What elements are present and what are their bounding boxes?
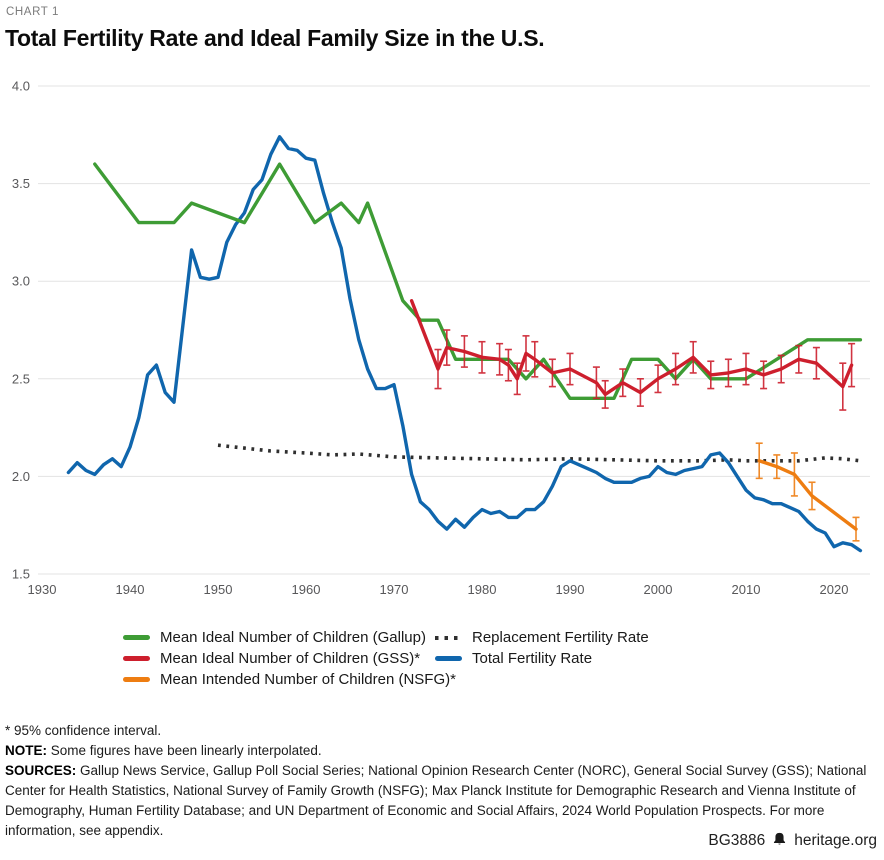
gss-line [409,299,854,397]
legend-label-tfr: Total Fertility Rate [472,650,593,667]
tfr-line-swatch-icon [435,656,462,661]
y-axis-tick-label: 1.5 [12,567,30,582]
legend-item-gss: Mean Ideal Number of Children (GSS)* [123,648,456,669]
nsfg-error-bar [790,452,798,497]
x-axis-tick-label: 1930 [28,582,57,597]
nsfg-error-bar [755,442,763,480]
heritage-bell-icon [772,831,787,851]
gss-error-bar [689,340,697,374]
gss-error-bar [566,352,574,386]
gss-error-bar [443,329,451,366]
gss-error-bar [724,358,732,388]
gss-error-bar [848,342,856,388]
gss-error-bar [496,342,504,376]
x-axis-tick-label: 2010 [732,582,761,597]
chart-legend-column-2: Replacement Fertility Rate Total Fertili… [435,627,649,669]
x-axis-tick-label: 1990 [556,582,585,597]
legend-item-nsfg: Mean Intended Number of Children (NSFG)* [123,669,456,690]
x-axis-tick-label: 1980 [468,582,497,597]
gallup-line [93,162,863,400]
gss-error-bar [672,352,680,386]
x-axis-tick-label: 1950 [204,582,233,597]
gss-error-bar [478,340,486,374]
gss-error-bar [531,340,539,378]
replacement-line-swatch-icon [435,635,462,640]
sources-text: Gallup News Service, Gallup Poll Social … [5,763,867,838]
y-axis-tick-label: 2.0 [12,469,30,484]
gss-error-bar [654,364,662,394]
legend-item-gallup: Mean Ideal Number of Children (Gallup) [123,627,456,648]
sources-line: SOURCES: Gallup News Service, Gallup Pol… [5,761,881,841]
gss-error-bar [434,348,442,390]
gss-error-bar [636,377,644,407]
gss-error-bar [601,379,609,409]
gss-error-bar [777,354,785,384]
gss-error-bar [513,362,521,396]
gss-error-bar [707,360,715,390]
gss-error-bar [522,335,530,372]
confidence-footnote: * 95% confidence interval. [5,723,162,738]
legend-label-replacement: Replacement Fertility Rate [472,629,649,646]
gss-error-bar [548,358,556,388]
x-axis-tick-label: 2000 [644,582,673,597]
sources-label: SOURCES: [5,763,77,778]
y-axis-tick-label: 3.5 [12,176,30,191]
y-axis-tick-label: 4.0 [12,79,30,94]
document-id: BG3886 [708,832,766,849]
note-label: NOTE: [5,743,47,758]
gss-error-bar [760,360,768,390]
x-axis-tick-label: 1960 [292,582,321,597]
gss-error-bar [839,362,847,411]
heritage-site-link[interactable]: heritage.org [794,832,877,849]
chart-kicker: CHART 1 [6,6,59,18]
y-axis-tick-label: 3.0 [12,274,30,289]
legend-label-nsfg: Mean Intended Number of Children (NSFG)* [160,671,456,688]
x-axis-tick-label: 1970 [380,582,409,597]
note-text: Some figures have been linearly interpol… [47,743,322,758]
chart-notes: * 95% confidence interval. NOTE: Some fi… [5,721,881,841]
report-footer: BG3886 heritage.org [708,831,877,851]
gss-error-bar [592,366,600,400]
note-line: NOTE: Some figures have been linearly in… [5,741,881,761]
nsfg-line-swatch-icon [123,677,150,682]
gallup-line-swatch-icon [123,635,150,640]
replacement-line [217,443,861,463]
gss-line-swatch-icon [123,656,150,661]
y-axis-tick-label: 2.5 [12,371,30,386]
gss-error-bar [619,368,627,398]
legend-label-gss: Mean Ideal Number of Children (GSS)* [160,650,421,667]
gss-error-bar [742,352,750,386]
x-axis-tick-label: 1940 [116,582,145,597]
gss-error-bar [812,346,820,380]
gss-error-bar [504,348,512,382]
legend-item-replacement: Replacement Fertility Rate [435,627,649,648]
legend-item-tfr: Total Fertility Rate [435,648,649,669]
x-axis-tick-label: 2020 [820,582,849,597]
gss-error-bar [795,344,803,374]
tfr-line [66,135,863,553]
chart-legend-column-1: Mean Ideal Number of Children (Gallup) M… [123,627,456,690]
legend-label-gallup: Mean Ideal Number of Children (Gallup) [160,629,426,646]
nsfg-error-bar [773,454,781,480]
nsfg-error-bar [808,481,816,511]
page-title: Total Fertility Rate and Ideal Family Si… [5,25,545,51]
gss-error-bar [460,335,468,368]
nsfg-error-bar [852,516,860,542]
